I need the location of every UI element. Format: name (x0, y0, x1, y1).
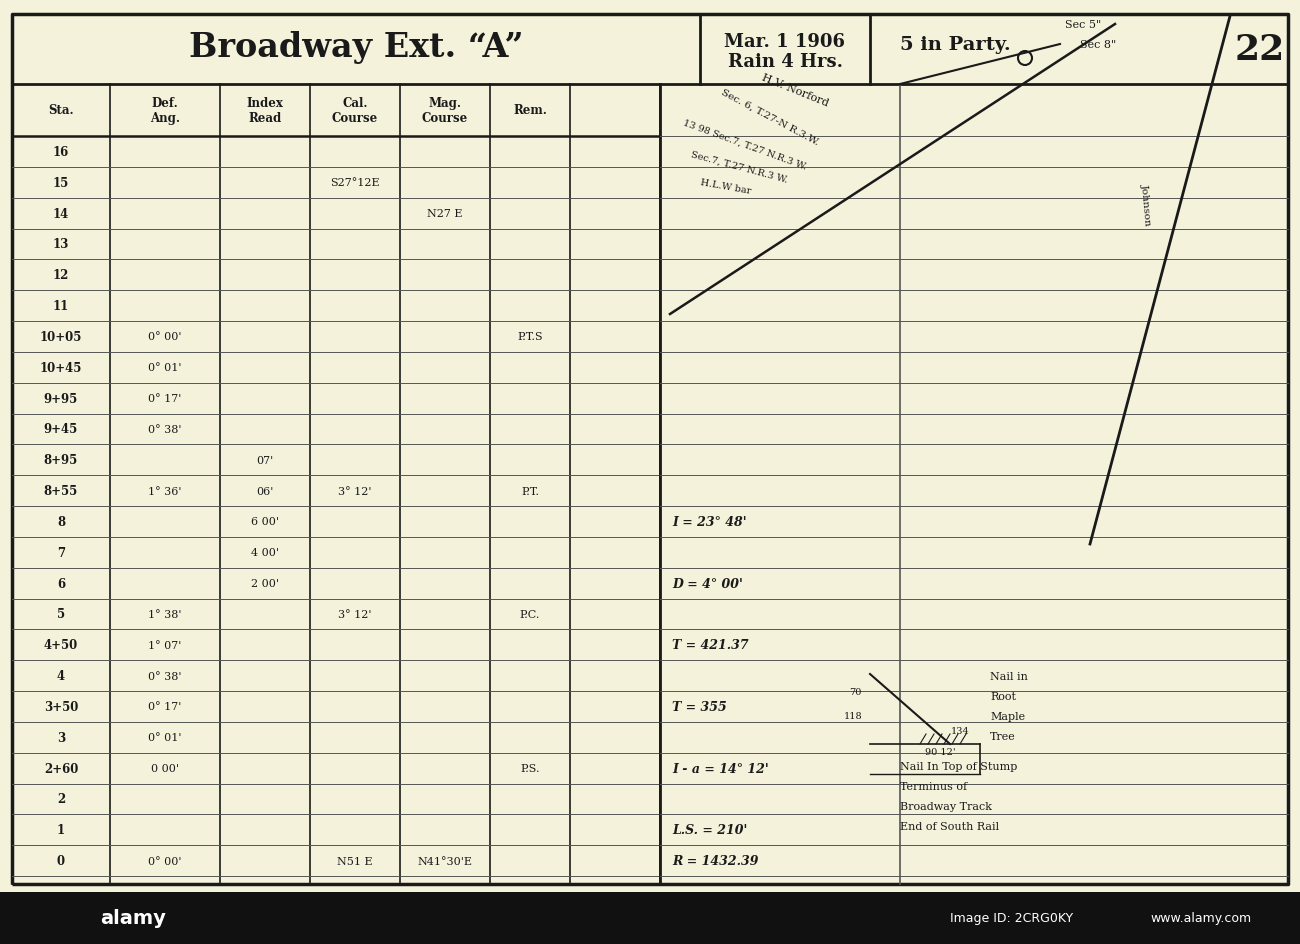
Text: 4 00': 4 00' (251, 548, 280, 558)
Text: 13 98 Sec.7, T.27 N.R.3 W.: 13 98 Sec.7, T.27 N.R.3 W. (682, 118, 809, 172)
Text: H.V. Norford: H.V. Norford (760, 73, 829, 109)
Text: Rain 4 Hrs.: Rain 4 Hrs. (728, 53, 842, 71)
Text: 118: 118 (844, 712, 862, 720)
Text: 0° 01': 0° 01' (148, 362, 182, 373)
Text: 9+45: 9+45 (44, 423, 78, 436)
Text: L.S. = 210': L.S. = 210' (672, 823, 748, 836)
Text: Index
Read: Index Read (247, 97, 283, 125)
Text: Maple: Maple (991, 711, 1026, 721)
Text: 14: 14 (53, 208, 69, 220)
Text: 6 00': 6 00' (251, 517, 280, 527)
Text: Sec 8": Sec 8" (1080, 40, 1117, 50)
Text: 3° 12': 3° 12' (338, 609, 372, 619)
Text: 3+50: 3+50 (44, 700, 78, 713)
Text: 0° 17': 0° 17' (148, 701, 182, 712)
Text: 13: 13 (53, 238, 69, 251)
Text: 0° 38': 0° 38' (148, 425, 182, 434)
Text: 1: 1 (57, 823, 65, 836)
Text: I = 23° 48': I = 23° 48' (672, 515, 746, 529)
Text: P.C.: P.C. (520, 609, 541, 619)
Text: 0° 17': 0° 17' (148, 394, 182, 404)
Text: 7: 7 (57, 547, 65, 559)
Text: 5 in Party.: 5 in Party. (900, 36, 1010, 54)
Text: Mag.
Course: Mag. Course (422, 97, 468, 125)
Text: 4+50: 4+50 (44, 638, 78, 651)
Text: N51 E: N51 E (337, 855, 373, 866)
Text: Rem.: Rem. (514, 105, 547, 117)
Text: 2 00': 2 00' (251, 579, 280, 588)
Text: 06': 06' (256, 486, 274, 496)
Text: 11: 11 (53, 300, 69, 312)
Text: • Super Elevation Table: • Super Elevation Table (20, 896, 296, 916)
Text: 10+45: 10+45 (40, 362, 82, 375)
Text: Image ID: 2CRG0KY: Image ID: 2CRG0KY (950, 912, 1072, 924)
Text: T = 421.37: T = 421.37 (672, 638, 749, 651)
Text: Johnson: Johnson (1140, 183, 1153, 227)
Text: Tree: Tree (991, 732, 1015, 741)
Text: 9+95: 9+95 (44, 392, 78, 405)
Text: 0° 00': 0° 00' (148, 332, 182, 342)
Text: N27 E: N27 E (428, 209, 463, 219)
Text: 1° 36': 1° 36' (148, 486, 182, 496)
Text: 1° 38': 1° 38' (148, 609, 182, 619)
Text: 0° 00': 0° 00' (148, 855, 182, 866)
Text: P.T.: P.T. (521, 486, 540, 496)
Text: 2+60: 2+60 (44, 762, 78, 775)
Text: 6: 6 (57, 577, 65, 590)
Text: 15: 15 (53, 177, 69, 190)
Text: I - a = 14° 12': I - a = 14° 12' (672, 762, 768, 775)
Text: End of South Rail: End of South Rail (900, 821, 1000, 831)
Text: 134: 134 (950, 727, 970, 735)
Text: 8+95: 8+95 (44, 454, 78, 466)
Text: 3° 12': 3° 12' (338, 486, 372, 496)
Text: 5: 5 (57, 608, 65, 621)
Text: Def.
Ang.: Def. Ang. (150, 97, 179, 125)
Text: 16: 16 (53, 145, 69, 159)
Text: 90 12': 90 12' (924, 748, 956, 757)
Text: 1° 07': 1° 07' (148, 640, 182, 650)
Text: Mar. 1 1906: Mar. 1 1906 (724, 33, 845, 51)
Text: 4: 4 (57, 669, 65, 683)
Bar (0, 892, 1300, 944)
Text: P.T.S: P.T.S (517, 332, 543, 342)
Text: 70: 70 (850, 688, 862, 697)
Text: P.S.: P.S. (520, 764, 540, 773)
Text: H.L.W bar: H.L.W bar (699, 177, 753, 195)
Text: Root: Root (991, 691, 1017, 701)
Text: Sec.7, T.27 N.R.3 W.: Sec.7, T.27 N.R.3 W. (690, 149, 789, 184)
Text: alamy: alamy (100, 908, 166, 928)
Text: 2: 2 (57, 793, 65, 805)
Text: 3: 3 (57, 731, 65, 744)
Text: Nail In Top of Stump: Nail In Top of Stump (900, 761, 1018, 771)
Text: 0° 38': 0° 38' (148, 671, 182, 681)
Text: Nail in: Nail in (991, 671, 1028, 682)
Text: Broadway Track: Broadway Track (900, 801, 992, 811)
Text: 10+05: 10+05 (40, 330, 82, 344)
Text: Sec 5": Sec 5" (1065, 20, 1101, 30)
Text: 0 00': 0 00' (151, 764, 179, 773)
Text: 22: 22 (1235, 33, 1286, 67)
Text: D = 4° 00': D = 4° 00' (672, 577, 742, 590)
Text: 12: 12 (53, 269, 69, 282)
Text: 07': 07' (256, 455, 273, 465)
Text: www.alamy.com: www.alamy.com (1150, 912, 1251, 924)
Text: S27°12E: S27°12E (330, 178, 380, 188)
Text: 0: 0 (57, 854, 65, 868)
Text: R = 1432.39: R = 1432.39 (672, 854, 758, 868)
Text: Cal.
Course: Cal. Course (332, 97, 378, 125)
Text: 0° 01': 0° 01' (148, 733, 182, 743)
Text: N41°30'E: N41°30'E (417, 855, 472, 866)
Text: Terminus of: Terminus of (900, 782, 967, 791)
Text: 8: 8 (57, 515, 65, 529)
Text: Broadway Ext. “A”: Broadway Ext. “A” (188, 31, 524, 64)
Text: 8+55: 8+55 (44, 484, 78, 497)
Text: Sta.: Sta. (48, 105, 74, 117)
Text: Sec. 6, T.27-N R.3.W.: Sec. 6, T.27-N R.3.W. (720, 87, 820, 146)
Text: T = 355: T = 355 (672, 700, 727, 713)
